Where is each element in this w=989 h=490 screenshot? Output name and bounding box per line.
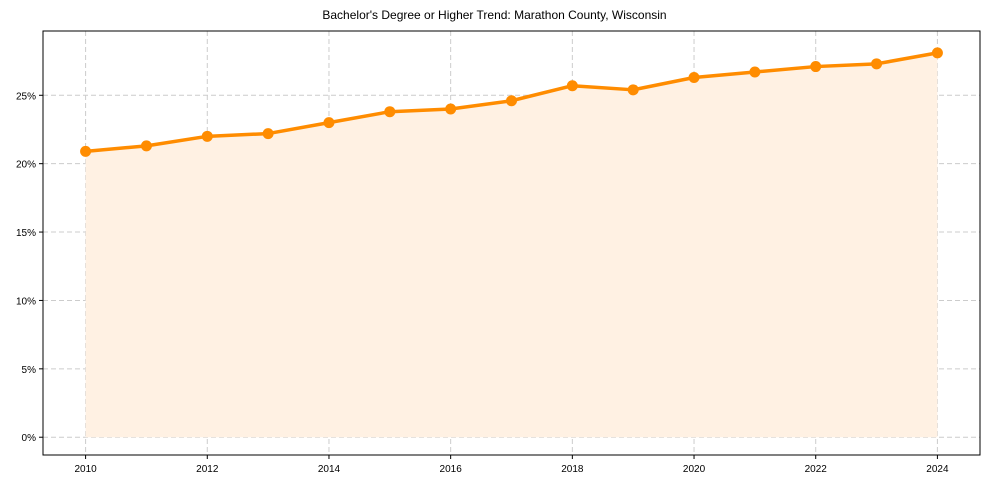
data-point [506, 95, 517, 107]
data-point [323, 117, 335, 129]
x-tick-label: 2016 [440, 464, 463, 475]
y-tick-label: 0% [22, 433, 37, 444]
y-tick-label: 10% [16, 296, 36, 307]
y-axis: 0% 5% 10% 15% 20% 25% [16, 91, 43, 444]
area-fill [85, 52, 938, 438]
data-point [445, 103, 457, 115]
data-point [80, 145, 92, 157]
x-tick-label: 2022 [805, 464, 828, 475]
data-point [201, 130, 213, 142]
data-point [749, 66, 761, 78]
data-point [688, 72, 700, 84]
x-tick-label: 2014 [318, 464, 341, 475]
x-tick-label: 2020 [683, 464, 706, 475]
y-tick-label: 25% [16, 91, 36, 102]
data-point [384, 106, 396, 118]
x-axis: 2010 2012 2014 2016 2018 2020 2022 2024 [74, 455, 949, 475]
data-point [871, 58, 883, 70]
data-point [627, 84, 639, 96]
data-point [566, 80, 578, 92]
x-tick-label: 2024 [926, 464, 949, 475]
x-tick-label: 2010 [74, 464, 97, 475]
data-markers [80, 47, 943, 157]
data-point [810, 61, 822, 73]
data-point [931, 47, 943, 59]
x-tick-label: 2012 [196, 464, 219, 475]
plot-frame [42, 30, 981, 456]
y-tick-label: 20% [16, 160, 36, 171]
x-tick-label: 2018 [561, 464, 584, 475]
data-point [262, 128, 274, 140]
y-tick-label: 15% [16, 228, 36, 239]
data-point [140, 140, 152, 152]
y-tick-label: 5% [22, 365, 37, 376]
chart-title: Bachelor's Degree or Higher Trend: Marat… [322, 8, 667, 22]
